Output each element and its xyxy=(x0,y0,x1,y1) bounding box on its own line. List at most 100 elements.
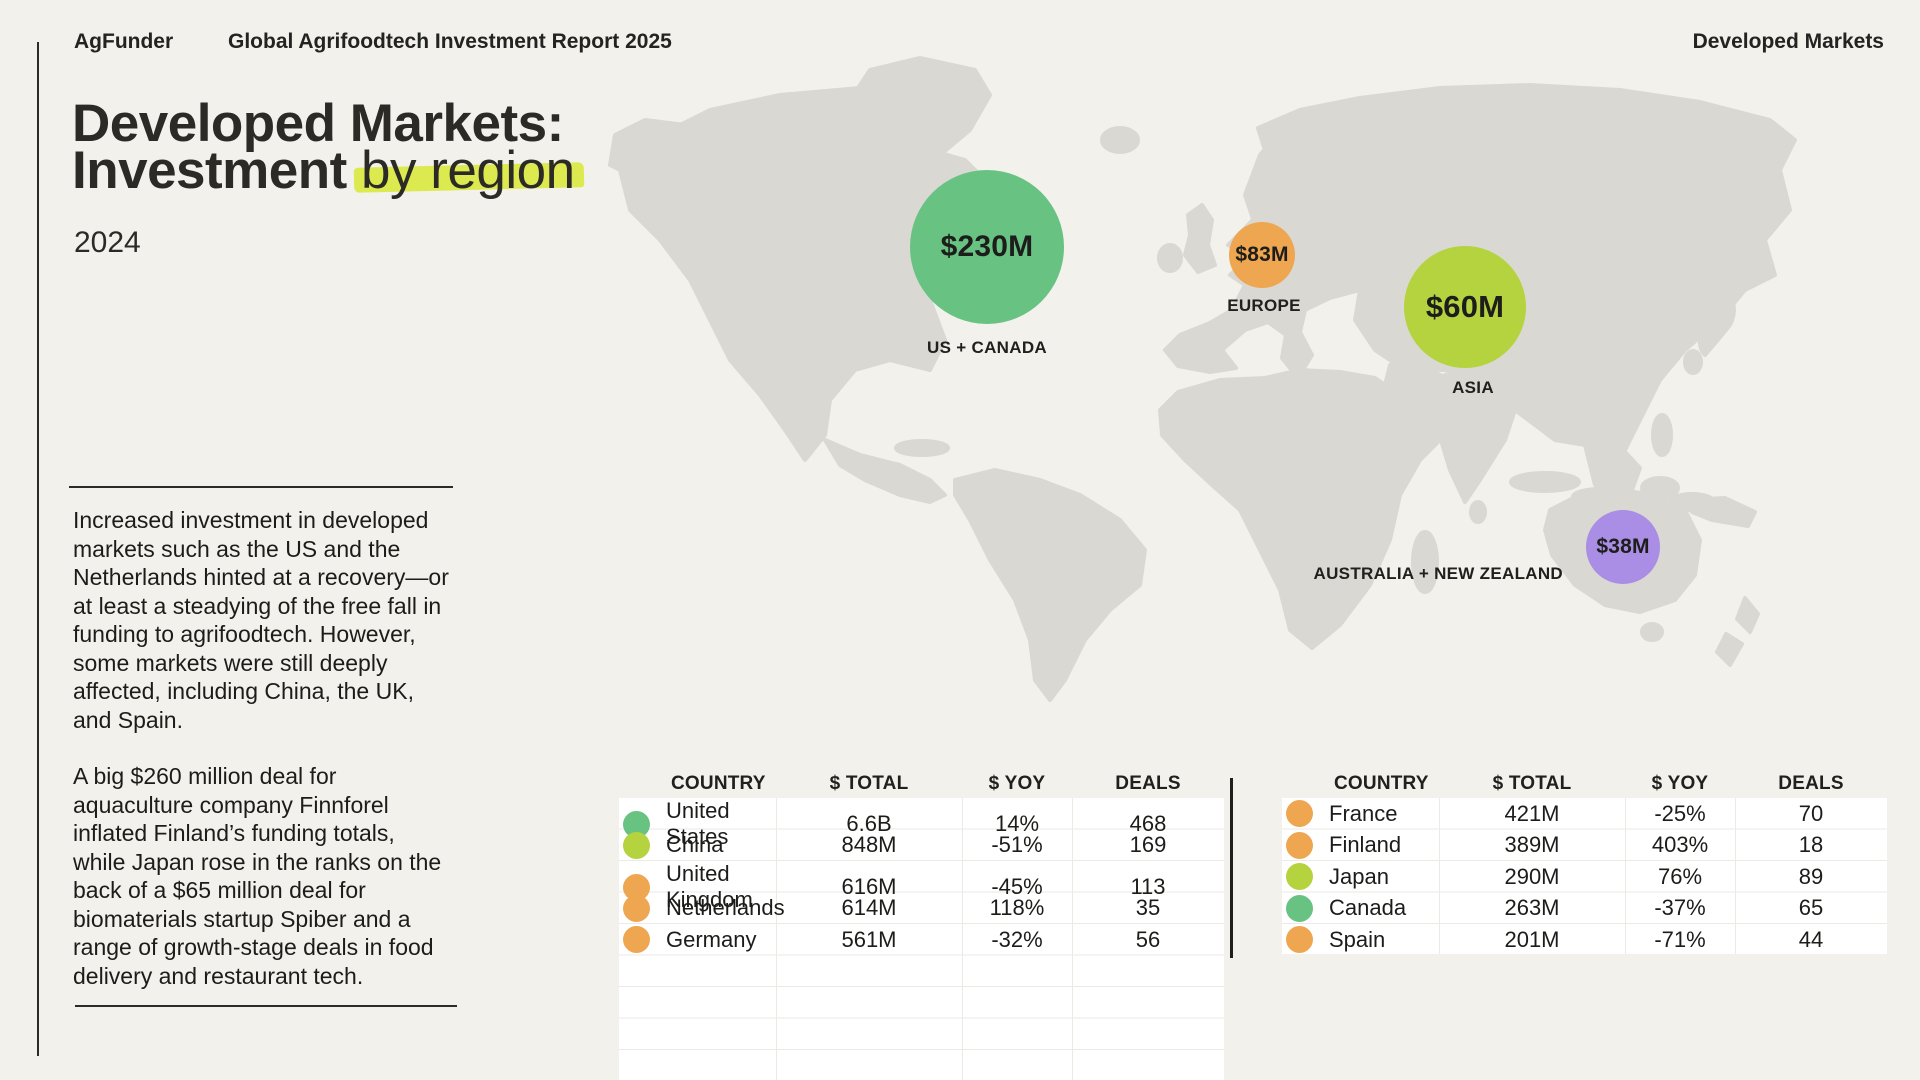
country-dot-icon xyxy=(1286,926,1313,954)
yoy-value: -45% xyxy=(991,874,1043,899)
total-value: 614M xyxy=(841,895,897,921)
region-label-us-canada: US + CANADA xyxy=(927,338,1047,357)
bubble-australia-nz: $38M xyxy=(1586,510,1660,584)
total-value: 616M xyxy=(841,874,897,899)
yoy-value: 403% xyxy=(1651,832,1709,858)
bubble-australia-nz-value: $38M xyxy=(1596,535,1650,558)
table-1-header-yoy: $ YOY xyxy=(988,773,1046,794)
table-1-header-country: COUNTRY xyxy=(671,773,766,794)
yoy-value: -37% xyxy=(1654,895,1706,921)
country-cell: United States xyxy=(619,798,776,850)
country-cell: United Kingdom xyxy=(619,861,776,913)
deals-value: 56 xyxy=(1135,926,1161,952)
total-value: 421M xyxy=(1504,800,1560,826)
region-label-asia: ASIA xyxy=(1452,378,1494,397)
region-label-europe: EUROPE xyxy=(1227,296,1301,315)
country-name: France xyxy=(1329,800,1398,826)
table-2-header-yoy: $ YOY xyxy=(1651,773,1709,794)
deals-value: 468 xyxy=(1129,811,1167,836)
country-dot-icon xyxy=(1286,831,1313,859)
table-2-header-country: COUNTRY xyxy=(1334,773,1429,794)
table-row: China 848M -51% 169 xyxy=(619,830,1224,862)
deals-value: 65 xyxy=(1798,895,1824,921)
yoy-value: 76% xyxy=(1657,863,1703,889)
report-year: 2024 xyxy=(74,226,141,259)
country-dot-icon xyxy=(1286,863,1313,891)
page-title: Developed Markets: Investment by region xyxy=(72,97,575,197)
country-dot-icon xyxy=(623,831,650,859)
table-2-header-row: COUNTRY $ TOTAL $ YOY DEALS xyxy=(1282,770,1887,798)
table-1-body: United States 6.6B 14% 468 China 848M -5… xyxy=(619,798,1224,1080)
deals-value: 89 xyxy=(1798,863,1824,889)
total-value: 561M xyxy=(841,926,897,952)
table-top-countries-2: COUNTRY $ TOTAL $ YOY DEALS France 421M … xyxy=(1282,770,1887,954)
yoy-value: 14% xyxy=(994,811,1040,836)
table-divider-rule xyxy=(1230,778,1233,958)
table-row: France 421M -25% 70 xyxy=(1282,798,1887,830)
country-cell: France xyxy=(1282,800,1439,828)
left-margin-rule xyxy=(37,42,39,1056)
country-cell: Canada xyxy=(1282,894,1439,922)
total-value: 290M xyxy=(1504,863,1560,889)
world-map xyxy=(608,56,1797,702)
country-cell: Japan xyxy=(1282,863,1439,891)
country-name: China xyxy=(666,832,724,858)
table-top-countries-1: COUNTRY $ TOTAL $ YOY DEALS United State… xyxy=(619,770,1224,1080)
deals-value: 70 xyxy=(1798,800,1824,826)
brand-logo: AgFunder xyxy=(74,30,174,53)
page-title-line2-bold: Investment xyxy=(72,141,347,200)
total-value: 263M xyxy=(1504,895,1560,921)
country-name: Finland xyxy=(1329,832,1402,858)
deals-value: 35 xyxy=(1135,895,1161,921)
yoy-value: 118% xyxy=(989,895,1045,921)
country-dot-icon xyxy=(623,926,650,954)
body-paragraph-1: Increased investment in developed market… xyxy=(73,507,449,733)
table-row: Finland 389M 403% 18 xyxy=(1282,830,1887,862)
region-label-australia-nz: AUSTRALIA + NEW ZEALAND xyxy=(1313,564,1563,583)
paragraph-top-rule xyxy=(69,486,453,488)
table-1-header-total: $ TOTAL xyxy=(829,773,909,794)
country-name: United States xyxy=(666,798,730,849)
page-title-highlighted-text: by region xyxy=(361,141,575,200)
table-row: Canada 263M -37% 65 xyxy=(1282,893,1887,925)
country-cell: Germany xyxy=(619,926,776,954)
bubble-europe-value: $83M xyxy=(1235,243,1289,266)
total-value: 6.6B xyxy=(846,811,892,836)
table-2-header-total: $ TOTAL xyxy=(1492,773,1572,794)
total-value: 848M xyxy=(841,832,897,858)
table-1-header-row: COUNTRY $ TOTAL $ YOY DEALS xyxy=(619,770,1224,798)
bubble-asia: $60M xyxy=(1404,246,1526,368)
table-2-body: France 421M -25% 70 Finland 389M 403% 18… xyxy=(1282,798,1887,954)
table-2-header-deals: DEALS xyxy=(1778,773,1844,794)
country-name: Netherlands xyxy=(666,895,785,921)
table-row: Japan 290M 76% 89 xyxy=(1282,861,1887,893)
table-row: Netherlands 614M 118% 35 xyxy=(619,893,1224,925)
country-cell: Netherlands xyxy=(619,894,785,922)
country-dot-icon xyxy=(1286,894,1313,922)
table-row: Spain 201M -71% 44 xyxy=(1282,924,1887,956)
deals-value: 113 xyxy=(1130,874,1166,899)
bubble-us-canada-value: $230M xyxy=(940,230,1034,263)
total-value: 201M xyxy=(1504,926,1560,952)
deals-value: 169 xyxy=(1129,832,1167,858)
report-title: Global Agrifoodtech Investment Report 20… xyxy=(228,30,672,53)
bubble-us-canada: $230M xyxy=(910,170,1064,324)
country-cell: Spain xyxy=(1282,926,1439,954)
paragraph-bottom-rule xyxy=(75,1005,457,1007)
yoy-value: -71% xyxy=(1654,926,1706,952)
deals-value: 44 xyxy=(1798,926,1824,952)
deals-value: 18 xyxy=(1798,832,1824,858)
section-tag: Developed Markets xyxy=(1692,30,1884,53)
country-name: Spain xyxy=(1329,926,1386,952)
yoy-value: -51% xyxy=(991,832,1043,858)
yoy-value: -25% xyxy=(1654,800,1706,826)
body-paragraph-2: A big $260 million deal for aquaculture … xyxy=(73,763,442,989)
country-dot-icon xyxy=(1286,800,1313,828)
bubble-europe: $83M xyxy=(1229,222,1295,288)
table-row: Germany 561M -32% 56 xyxy=(619,924,1224,956)
table-row: United States 6.6B 14% 468 xyxy=(619,798,1224,849)
country-dot-icon xyxy=(623,894,650,922)
country-cell: China xyxy=(619,831,776,859)
bubble-asia-value: $60M xyxy=(1425,289,1505,324)
